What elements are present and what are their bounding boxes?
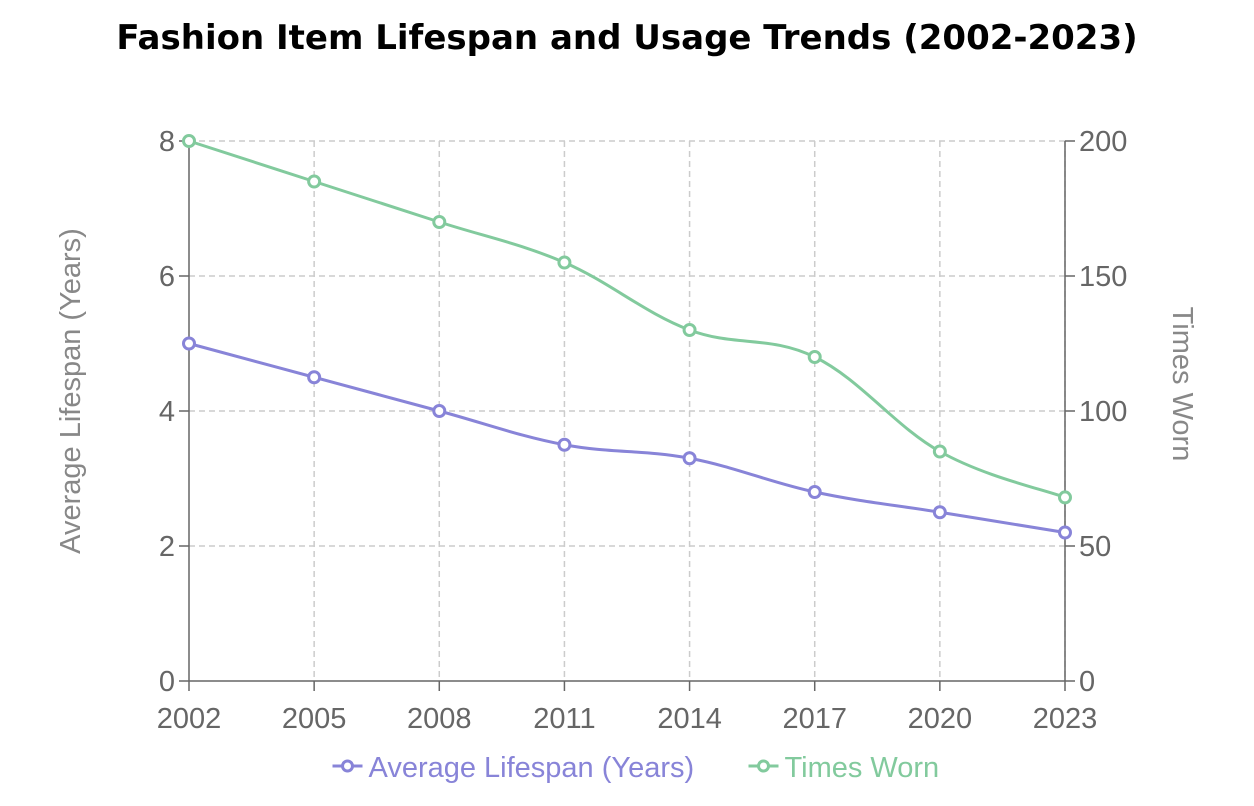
left-tick-label: 4: [159, 396, 175, 428]
data-point-average-lifespan: [307, 370, 322, 385]
x-tick-label: 2023: [1033, 703, 1098, 735]
ticks: 0 2 4 6 8 0 50 100 150 200 2002 2005 2008 2011 2014 201…: [157, 126, 1128, 735]
left-tick-label: 6: [159, 261, 175, 293]
right-tick-label: 150: [1079, 261, 1127, 293]
data-point-average-lifespan: [1058, 525, 1072, 540]
data-point-times-worn: [307, 174, 322, 189]
x-tick-label: 2020: [908, 703, 973, 735]
data-point-average-lifespan: [182, 336, 196, 351]
legend-marker-times-worn: [757, 759, 770, 773]
data-point-times-worn: [432, 215, 447, 229]
data-point-average-lifespan: [807, 485, 822, 499]
data-point-times-worn: [932, 444, 947, 459]
data-point-average-lifespan: [432, 404, 447, 418]
data-point-average-lifespan: [682, 451, 697, 466]
left-tick-label: 2: [159, 531, 175, 563]
legend-marker-average-lifespan: [341, 759, 354, 773]
data-point-times-worn: [1058, 490, 1072, 505]
legend-label-average-lifespan: Average Lifespan (Years): [369, 752, 695, 784]
left-tick-label: 0: [159, 666, 175, 698]
right-tick-label: 100: [1079, 396, 1127, 428]
data-point-times-worn: [182, 134, 196, 148]
x-tick-label: 2008: [407, 703, 472, 735]
left-tick-label: 8: [159, 126, 175, 158]
chart-title: Fashion Item Lifespan and Usage Trends (…: [116, 18, 1138, 58]
right-axis-title: Times Worn: [1166, 307, 1198, 462]
x-tick-label: 2002: [157, 703, 222, 735]
data-point-times-worn: [682, 323, 697, 337]
right-tick-label: 0: [1079, 666, 1095, 698]
grid: [189, 140, 1066, 681]
series-line-times-worn: [188, 139, 1066, 499]
x-tick-label: 2011: [533, 703, 595, 735]
data-point-times-worn: [557, 255, 572, 270]
data-point-average-lifespan: [557, 437, 572, 452]
left-axis-title: Average Lifespan (Years): [55, 228, 87, 554]
legend: Average Lifespan (Years) Times Worn: [332, 752, 940, 784]
series-line-average-lifespan: [188, 342, 1066, 534]
x-tick-label: 2005: [282, 703, 347, 735]
series-layer: [182, 134, 1072, 540]
right-tick-label: 200: [1079, 126, 1127, 158]
legend-label-times-worn: Times Worn: [785, 752, 940, 784]
x-tick-label: 2014: [657, 703, 722, 735]
data-point-average-lifespan: [932, 505, 947, 520]
data-point-times-worn: [807, 350, 822, 364]
x-tick-label: 2017: [782, 703, 847, 735]
right-tick-label: 50: [1079, 531, 1111, 563]
